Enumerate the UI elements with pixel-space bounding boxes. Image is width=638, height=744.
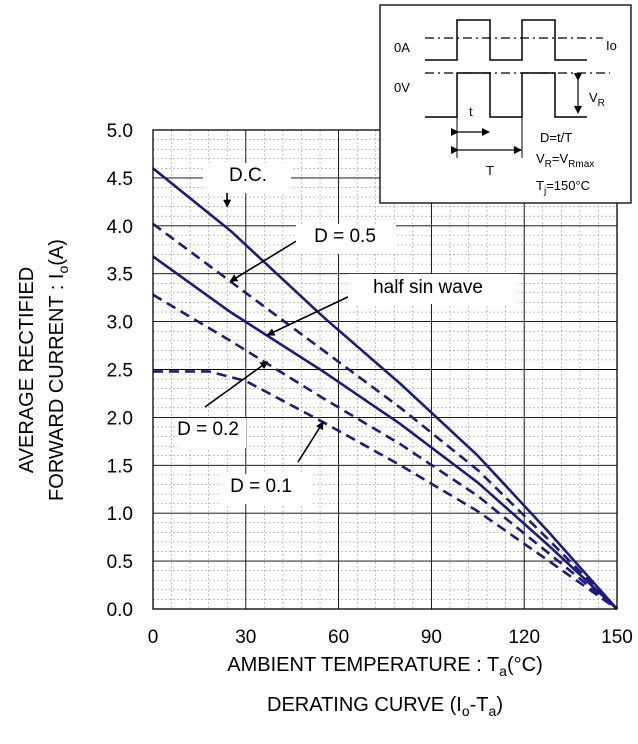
annotation-arrow (204, 361, 269, 408)
y-tick-label: 4.0 (107, 217, 133, 238)
annotation-label: D.C. (229, 165, 267, 186)
waveform-inset: 0A Io 0V VR t T D=t/T VR=VRmax Tj=150°C (379, 4, 632, 204)
chart-caption: DERATING CURVE (Io-Ta) (267, 694, 503, 719)
series-line (152, 167, 618, 610)
current-waveform (425, 19, 587, 61)
series-line (153, 370, 618, 611)
annotation-label: D = 0.2 (177, 419, 239, 440)
inset-tj-label: Tj=150°C (536, 178, 590, 197)
annotation-arrow (229, 239, 299, 283)
x-tick-label: 90 (421, 627, 442, 648)
y-tick-label: 1.5 (107, 456, 133, 477)
y-tick-label: 0.5 (107, 552, 133, 573)
x-tick-label: 60 (328, 627, 349, 648)
inset-t-label: t (469, 104, 473, 119)
annotation-label-bg (203, 163, 291, 193)
y-tick-label: 1.0 (107, 504, 133, 525)
x-tick-labels: 0 30 60 90 120 150 (148, 627, 633, 648)
y-tick-labels: 0.0 0.5 1.0 1.5 2.0 2.5 3.0 3.5 4.0 4.5 5.0 (107, 121, 133, 621)
series-line (152, 293, 618, 611)
y-tick-label: 3.0 (107, 313, 133, 334)
x-axis-title: AMBIENT TEMPERATURE : Ta(°C) (227, 654, 542, 679)
inset-zero-v: 0V (394, 80, 410, 95)
annotation-label: D = 0.5 (314, 226, 376, 247)
y-tick-label: 5.0 (107, 121, 133, 142)
inset-duty-label: D=t/T (540, 130, 572, 145)
y-tick-label: 0.0 (107, 600, 133, 621)
annotation-label: D = 0.1 (230, 476, 292, 497)
series-line (152, 255, 618, 610)
inset-io-label: Io (606, 38, 617, 53)
annotation-label-bg (220, 474, 312, 504)
annotation-layer: D.C. D = 0.5 half sin wave D = 0.2 D = 0.1 (177, 163, 518, 504)
y-tick-label: 2.5 (107, 361, 133, 382)
inset-zero-a: 0A (394, 40, 410, 55)
y-axis-title-line1: AVERAGE RECTIFIED (16, 267, 38, 473)
annotation-label-bg (178, 418, 246, 448)
x-tick-label: 120 (508, 627, 540, 648)
annotation-label-bg (348, 274, 518, 304)
inset-vr-equation: VR=VRmax (536, 151, 594, 170)
inset-period-label: T (486, 163, 494, 178)
x-tick-label: 30 (235, 627, 256, 648)
annotation-arrow (266, 294, 353, 336)
y-tick-label: 4.5 (107, 169, 133, 190)
inset-vr-label: VR (589, 90, 605, 109)
x-tick-label: 0 (148, 627, 159, 648)
annotation-label-bg (296, 224, 396, 254)
annotation-arrow (297, 421, 324, 463)
x-tick-label: 150 (601, 627, 633, 648)
y-tick-label: 3.5 (107, 265, 133, 286)
y-axis-title-line2: FORWARD CURRENT : Io(A) (46, 239, 71, 501)
voltage-waveform (425, 72, 587, 118)
annotation-label: half sin wave (373, 277, 483, 298)
y-tick-label: 2.0 (107, 408, 133, 429)
